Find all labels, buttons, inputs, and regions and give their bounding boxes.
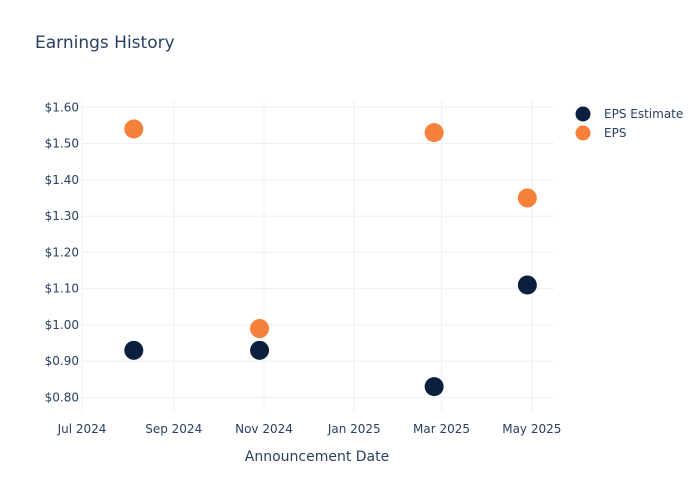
x-tick-label: Nov 2024	[235, 422, 293, 436]
y-tick-label: $1.30	[45, 209, 79, 223]
y-tick-label: $1.50	[45, 137, 79, 151]
scatter-point[interactable]	[517, 275, 537, 295]
y-tick-label: $1.20	[45, 245, 79, 259]
series-1	[124, 119, 537, 339]
scatter-point[interactable]	[517, 188, 537, 208]
scatter-point[interactable]	[250, 319, 270, 339]
legend-label: EPS Estimate	[604, 107, 683, 121]
legend-label: EPS	[604, 126, 626, 140]
y-tick-label: $1.60	[45, 100, 79, 114]
x-axis-ticks: Jul 2024 Sep 2024 Nov 2024 Jan 2025 Mar 2025…	[57, 422, 562, 436]
legend-marker	[575, 125, 591, 141]
x-axis-title: Announcement Date	[245, 449, 389, 465]
scatter-point[interactable]	[250, 340, 270, 360]
legend-item[interactable]: EPS	[575, 125, 627, 141]
x-tick-label: Jan 2025	[327, 422, 381, 436]
series-0	[124, 275, 537, 397]
data-points	[124, 119, 537, 397]
legend: EPS Estimate EPS	[575, 106, 684, 141]
y-tick-label: $1.40	[45, 173, 79, 187]
legend-item[interactable]: EPS Estimate	[575, 106, 684, 122]
y-tick-label: $0.80	[45, 390, 79, 404]
chart-title: Earnings History	[35, 33, 175, 53]
x-tick-label: May 2025	[502, 422, 561, 436]
scatter-point[interactable]	[424, 123, 444, 143]
y-tick-label: $1.10	[45, 282, 79, 296]
x-tick-label: Sep 2024	[145, 422, 202, 436]
scatter-point[interactable]	[424, 377, 444, 397]
y-tick-label: $1.00	[45, 318, 79, 332]
scatter-point[interactable]	[124, 340, 144, 360]
y-tick-label: $0.90	[45, 354, 79, 368]
x-tick-label: Mar 2025	[413, 422, 470, 436]
legend-marker	[575, 106, 591, 122]
y-axis-ticks: $0.80 $0.90 $1.00 $1.10 $1.20 $1.30 $1.40 $1.50…	[45, 100, 79, 404]
x-tick-label: Jul 2024	[57, 422, 107, 436]
grid-layer	[81, 100, 554, 412]
scatter-point[interactable]	[124, 119, 144, 139]
